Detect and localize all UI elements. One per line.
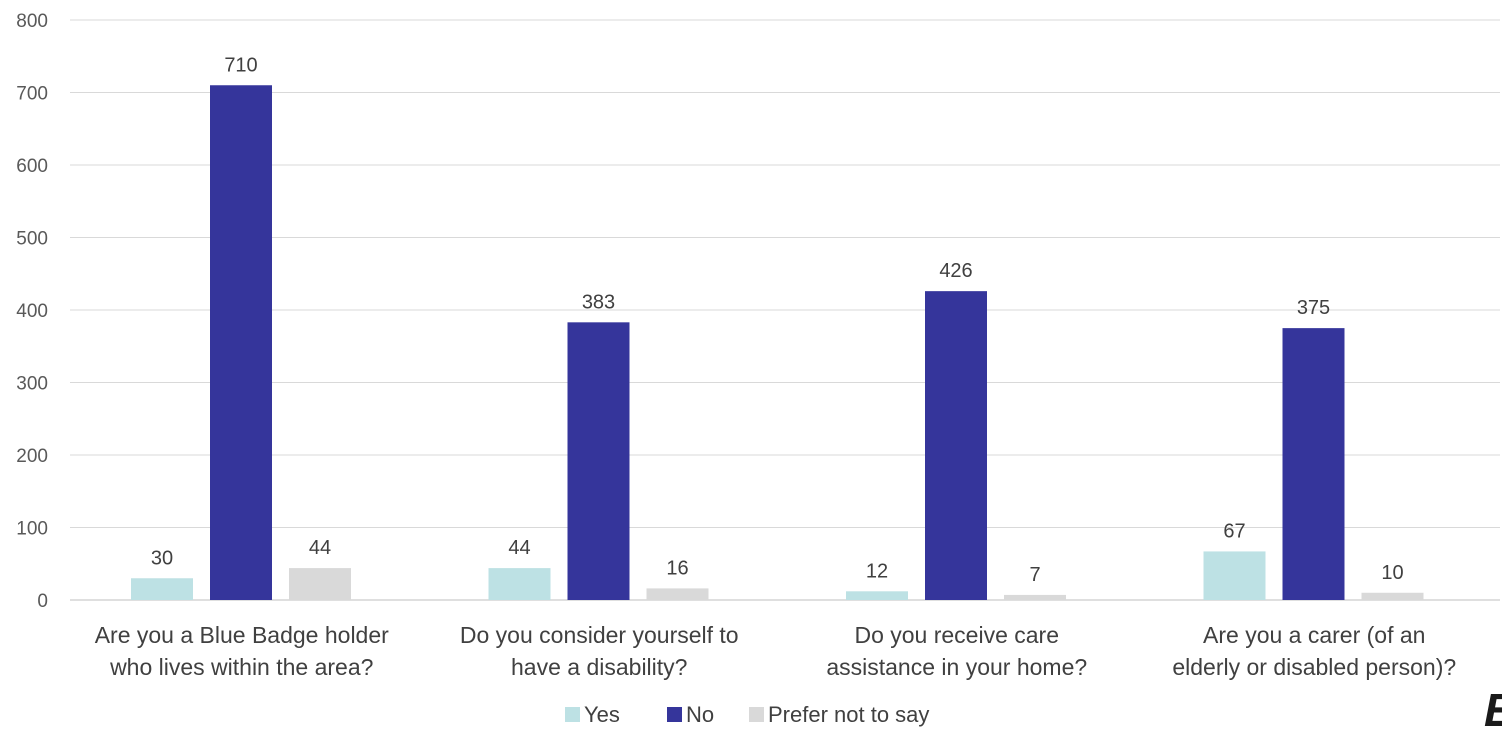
enfield-logo: ENFIEL (1484, 684, 1502, 732)
legend-label: Yes (584, 702, 620, 727)
x-category-label: Do you receive care (854, 622, 1059, 648)
bar-no (567, 322, 630, 600)
y-tick-label: 600 (16, 156, 48, 177)
grid-lines (70, 19, 1500, 601)
y-tick-label: 800 (16, 11, 48, 32)
legend-swatch (749, 707, 764, 722)
legend-swatch (565, 707, 580, 722)
bar-no (925, 291, 987, 600)
bar-no (1282, 328, 1345, 600)
data-label: 383 (582, 291, 615, 313)
data-label: 12 (866, 560, 888, 582)
data-label: 16 (666, 557, 688, 579)
x-category-label: who lives within the area? (109, 654, 373, 680)
data-label: 7 (1029, 564, 1040, 586)
logo-text: ENFIEL (1484, 684, 1502, 732)
x-category-label: elderly or disabled person)? (1172, 654, 1456, 680)
y-tick-label: 0 (37, 591, 48, 612)
legend-label: No (686, 702, 714, 727)
data-label: 710 (224, 54, 257, 76)
x-category-label: have a disability? (511, 654, 687, 680)
data-label: 426 (939, 260, 972, 282)
y-tick-label: 400 (16, 301, 48, 322)
bar-prefer-not-to-say (289, 568, 351, 600)
x-category-label: Are you a Blue Badge holder (95, 622, 389, 648)
bar-yes (1203, 551, 1266, 600)
legend-swatch (667, 707, 682, 722)
bar-prefer-not-to-say (1361, 592, 1424, 600)
x-category-label: Do you consider yourself to (460, 622, 739, 648)
data-label: 30 (151, 547, 173, 569)
bar-prefer-not-to-say (1004, 594, 1066, 600)
bar-prefer-not-to-say (646, 588, 709, 600)
bar-no (210, 85, 272, 600)
data-label: 44 (508, 537, 530, 559)
y-tick-label: 700 (16, 84, 48, 105)
bar-yes (846, 591, 908, 600)
data-label: 375 (1297, 297, 1330, 319)
legend-label: Prefer not to say (768, 702, 929, 727)
y-tick-label: 300 (16, 374, 48, 395)
x-category-label: Are you a carer (of an (1203, 622, 1425, 648)
data-label: 44 (309, 537, 331, 559)
x-axis: Are you a Blue Badge holder who lives wit… (95, 622, 1456, 680)
data-label: 10 (1381, 562, 1403, 584)
bar-yes (131, 578, 193, 600)
y-axis: 0 100 200 300 400 500 600 700 800 (16, 11, 48, 612)
y-tick-label: 100 (16, 519, 48, 540)
data-label: 67 (1223, 520, 1245, 542)
legend: Yes No Prefer not to say (565, 702, 929, 727)
y-tick-label: 500 (16, 229, 48, 250)
bar-yes (488, 568, 551, 600)
x-category-label: assistance in your home? (826, 654, 1087, 680)
y-tick-label: 200 (16, 446, 48, 467)
bars: 30 710 44 44 383 16 12 426 7 67 375 10 (131, 54, 1424, 600)
